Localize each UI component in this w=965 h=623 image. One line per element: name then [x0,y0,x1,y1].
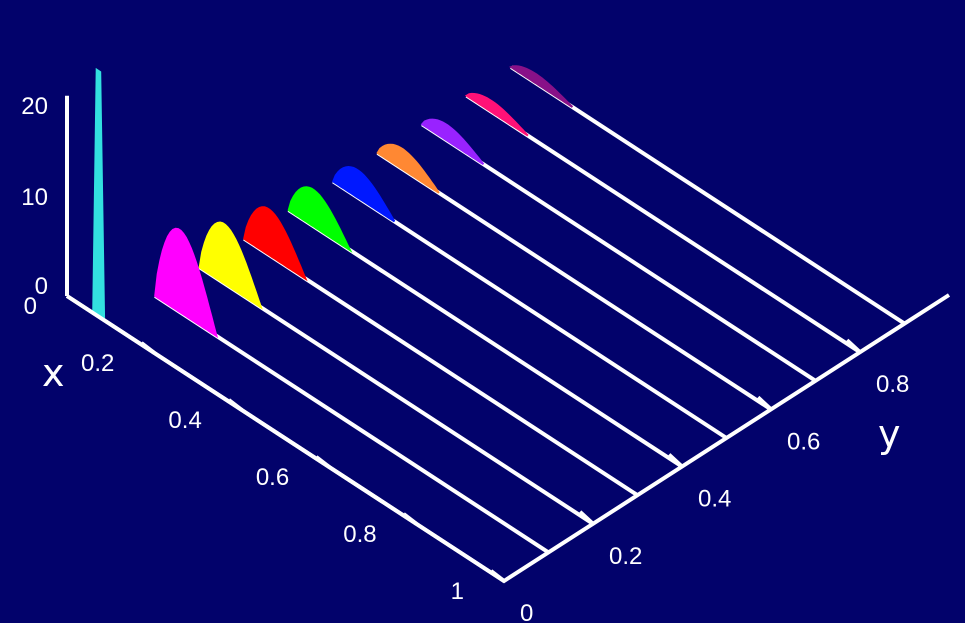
x-tick-mark-3 [314,455,331,469]
x-tick-mark-2 [227,398,244,412]
y-tick-mark-3 [756,395,773,411]
baseline-line-7 [421,122,817,383]
series-shape-1 [154,227,219,339]
y-tick-mark-4 [845,338,862,354]
x-axis-label: x [42,351,65,395]
x-tick-mark-4 [402,512,418,526]
baseline-line-5 [332,179,728,440]
y-axis-label: y [878,412,901,456]
baseline-line-1 [154,294,550,555]
series-shape-0 [92,67,106,323]
z-tick-label-0: 0 [35,273,48,300]
series-shape-7 [420,118,485,166]
x-tick-mark-5 [489,569,506,583]
series-shape-9 [509,65,574,108]
y-tick-label-0: 0 [520,600,533,623]
baseline-line-6 [376,151,773,412]
baseline-line-8 [465,94,862,354]
y-tick-label-3: 0.6 [787,428,820,455]
y-tick-mark-2 [667,453,684,469]
baseline-line-2 [198,265,595,526]
z-tick-label-1: 10 [21,184,48,211]
series-shape-6 [376,143,440,194]
series-shape-5 [331,165,396,223]
series-shape-3 [243,206,308,282]
series-shape-8 [464,92,529,137]
baseline-line-3 [243,237,639,497]
baseline-line-9 [510,65,906,326]
baseline-lines [65,65,906,583]
x-tick-label-4: 0.8 [343,521,376,548]
x-tick-label-2: 0.4 [168,407,201,434]
x-tick-label-5: 1 [451,578,464,605]
series-shape-2 [198,221,263,310]
axes [65,95,951,584]
y-tick-mark-1 [578,510,595,526]
x-tick-label-3: 0.6 [256,464,289,491]
series-shape-4 [287,186,353,253]
y-tick-label-2: 0.4 [698,486,731,513]
y-tick-label-1: 0.2 [609,543,642,570]
x-tick-label-0: 0 [24,293,37,320]
baseline-line-4 [287,208,684,469]
x-tick-mark-1 [140,341,156,355]
series-shapes [92,65,574,339]
x-tick-label-1: 0.2 [81,350,114,377]
z-tick-label-2: 20 [21,93,48,120]
y-tick-label-4: 0.8 [876,371,909,398]
